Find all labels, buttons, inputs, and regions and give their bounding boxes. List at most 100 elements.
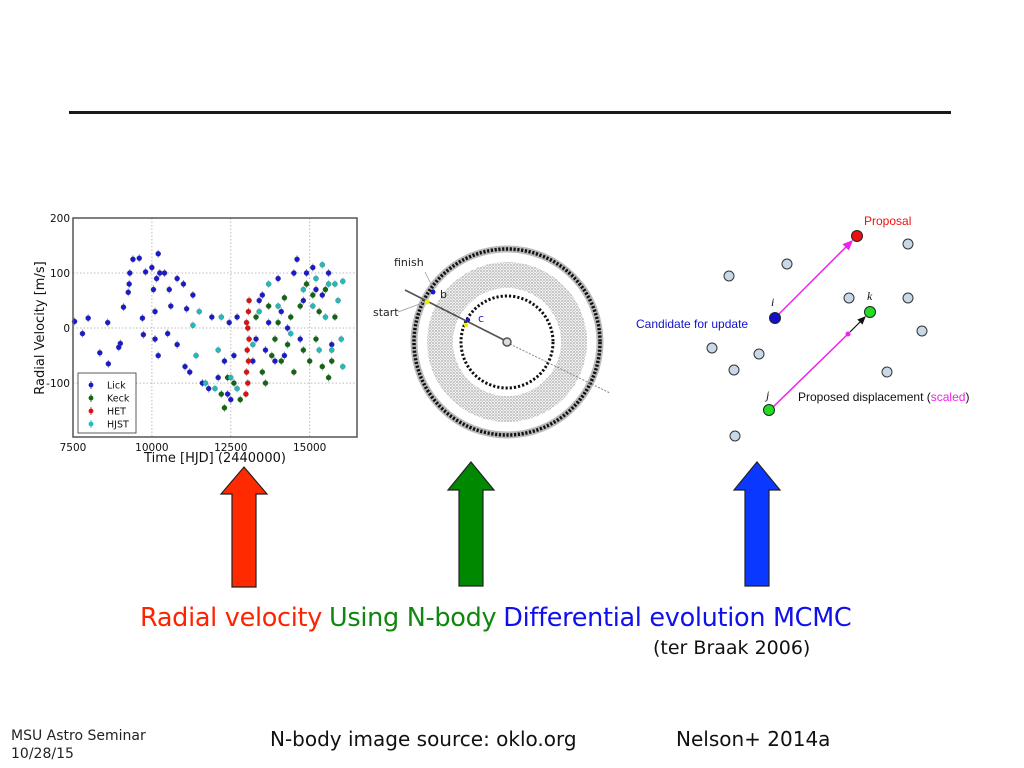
legend-marker bbox=[88, 421, 94, 427]
data-point-keck bbox=[325, 374, 332, 381]
data-point-keck bbox=[322, 286, 329, 293]
data-point-hjst bbox=[250, 341, 256, 348]
data-point-lick bbox=[127, 270, 133, 276]
population-point bbox=[729, 430, 741, 442]
data-point-het bbox=[245, 325, 251, 331]
data-point-lick bbox=[120, 304, 127, 310]
data-point-hjst bbox=[340, 363, 346, 370]
data-point-lick bbox=[319, 292, 326, 298]
data-point-het bbox=[243, 319, 250, 326]
data-point-lick bbox=[278, 308, 285, 315]
point-k-label: k bbox=[867, 289, 873, 303]
data-point-lick bbox=[231, 352, 237, 359]
data-point-lick bbox=[161, 270, 168, 276]
data-point-keck bbox=[297, 303, 303, 309]
legend-marker bbox=[88, 382, 94, 388]
footer-venue: MSU Astro Seminar 10/28/15 bbox=[11, 727, 146, 763]
y-tick-label: 0 bbox=[63, 323, 70, 335]
data-point-keck bbox=[278, 358, 285, 364]
planet-b-label: b bbox=[440, 288, 447, 301]
data-point-keck bbox=[310, 292, 316, 298]
data-point-keck bbox=[237, 396, 243, 403]
data-point-lick bbox=[205, 385, 212, 392]
data-point-lick bbox=[281, 352, 288, 359]
data-point-het bbox=[244, 347, 250, 353]
data-point-lick bbox=[153, 275, 160, 282]
displacement-label: Proposed displacement (scaled) bbox=[798, 390, 969, 404]
data-point-lick bbox=[79, 330, 86, 337]
caption-n-body: Using N-body bbox=[329, 603, 497, 633]
y-tick-label: 200 bbox=[50, 213, 70, 225]
population-point bbox=[902, 238, 914, 250]
data-point-lick bbox=[116, 344, 122, 351]
data-point-hjst bbox=[202, 380, 209, 386]
point-i-label: i bbox=[771, 295, 774, 309]
data-point-lick bbox=[149, 264, 155, 271]
data-point-lick bbox=[291, 270, 297, 276]
data-point-lick bbox=[174, 275, 180, 282]
data-point-keck bbox=[306, 358, 313, 364]
data-point-hjst bbox=[218, 314, 225, 320]
point-k bbox=[864, 306, 876, 318]
point-j bbox=[763, 404, 775, 416]
data-point-lick bbox=[265, 319, 272, 326]
displacement-arrow bbox=[849, 316, 866, 333]
data-point-hjst bbox=[234, 385, 240, 392]
proposal-label: Proposal bbox=[864, 214, 911, 228]
y-axis-label: Radial Velocity [m/s] bbox=[33, 261, 48, 394]
population-point bbox=[902, 292, 914, 304]
data-point-hjst bbox=[316, 347, 322, 353]
population-point bbox=[781, 258, 793, 270]
data-point-lick bbox=[85, 315, 91, 321]
population-point bbox=[728, 364, 740, 376]
data-point-lick bbox=[152, 336, 158, 342]
data-point-het bbox=[245, 358, 252, 364]
legend-marker bbox=[88, 408, 94, 414]
chart-tick-labels: 7500 10000 12500 15000 200 100 0 -100 bbox=[46, 213, 326, 454]
footer-venue-name: MSU Astro Seminar bbox=[11, 728, 146, 744]
data-point-lick bbox=[259, 292, 266, 298]
data-point-keck bbox=[218, 391, 225, 397]
data-point-lick bbox=[125, 289, 131, 296]
legend-label: Lick bbox=[107, 381, 126, 392]
data-point-hjst bbox=[265, 281, 272, 287]
data-point-keck bbox=[313, 336, 319, 342]
data-point-lick bbox=[300, 297, 307, 304]
data-point-lick bbox=[136, 255, 143, 261]
data-point-keck bbox=[329, 358, 335, 364]
finish-label: finish bbox=[394, 256, 424, 269]
data-point-lick bbox=[104, 319, 111, 326]
x-tick-label: 7500 bbox=[60, 442, 87, 454]
data-point-keck bbox=[291, 369, 297, 375]
data-point-het bbox=[243, 369, 250, 375]
data-point-lick bbox=[97, 350, 103, 356]
data-point-keck bbox=[253, 314, 259, 320]
planet-c-finish-marker bbox=[465, 317, 471, 323]
data-point-lick bbox=[180, 281, 187, 287]
data-point-hjst bbox=[196, 308, 202, 315]
data-point-lick bbox=[253, 336, 259, 342]
data-point-keck bbox=[231, 380, 237, 386]
inner-orbit-ring bbox=[459, 294, 555, 390]
scaled-displacement-line bbox=[769, 333, 849, 411]
legend-box bbox=[77, 372, 137, 434]
data-point-lick bbox=[310, 264, 316, 271]
legend-label: Keck bbox=[107, 394, 130, 405]
x-tick-label: 15000 bbox=[293, 442, 326, 454]
citation: (ter Braak 2006) bbox=[653, 637, 811, 659]
data-point-keck bbox=[265, 303, 272, 309]
chart-legend: Lick Keck HET HJST bbox=[77, 372, 137, 434]
data-point-lick bbox=[139, 315, 146, 321]
data-point-keck bbox=[303, 281, 310, 287]
data-point-hjst bbox=[335, 297, 341, 304]
data-point-hjst bbox=[332, 281, 338, 287]
data-point-hjst bbox=[256, 308, 262, 315]
start-leader-line bbox=[397, 301, 426, 313]
data-point-lick bbox=[303, 270, 310, 276]
title-divider-line bbox=[69, 111, 951, 114]
legend-label: HET bbox=[107, 407, 126, 418]
data-point-hjst bbox=[193, 352, 199, 359]
x-axis-label: Time [HJD] (2440000) bbox=[143, 451, 286, 466]
